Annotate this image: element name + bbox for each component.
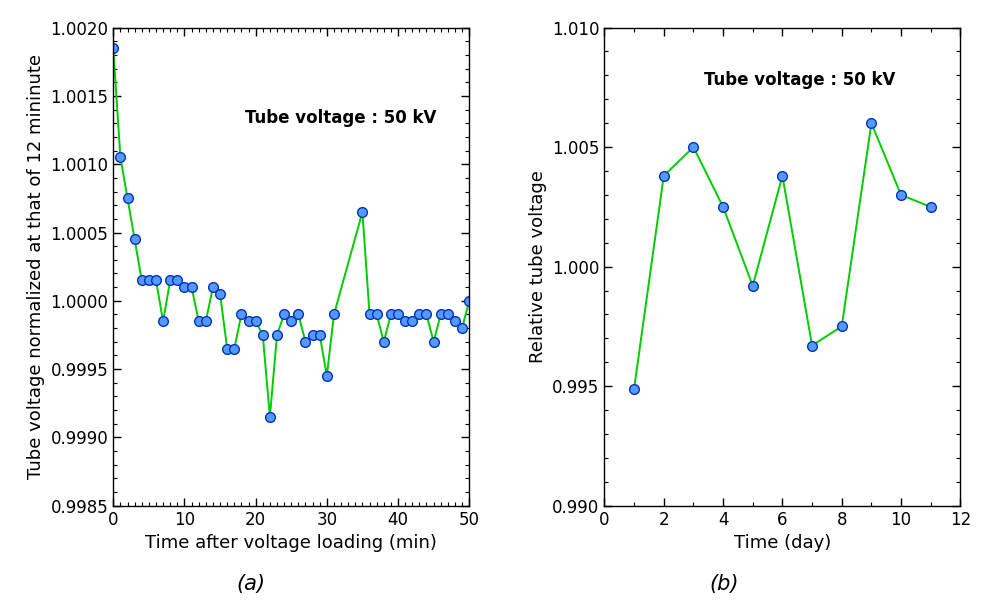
X-axis label: Time after voltage loading (min): Time after voltage loading (min): [146, 534, 437, 552]
Text: Tube voltage : 50 kV: Tube voltage : 50 kV: [704, 71, 895, 89]
Text: Tube voltage : 50 kV: Tube voltage : 50 kV: [245, 109, 436, 128]
Text: (b): (b): [709, 574, 739, 594]
Text: (a): (a): [236, 574, 266, 594]
Y-axis label: Relative tube voltage: Relative tube voltage: [529, 170, 547, 363]
Y-axis label: Tube voltage normalized at that of 12 mininute: Tube voltage normalized at that of 12 mi…: [27, 54, 45, 479]
X-axis label: Time (day): Time (day): [734, 534, 831, 552]
